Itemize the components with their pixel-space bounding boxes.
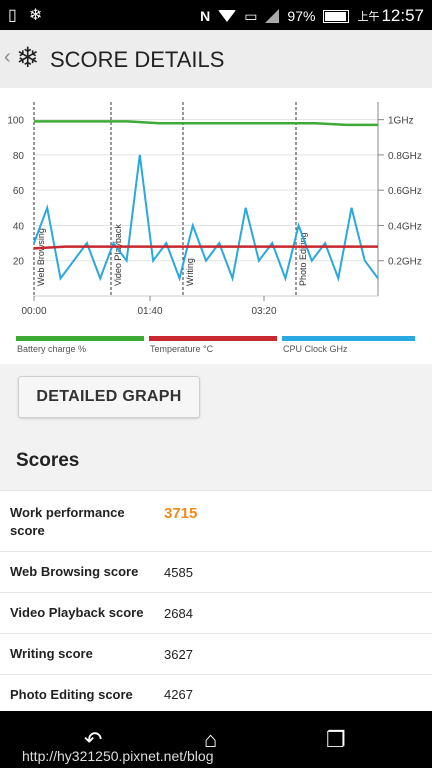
legend-battery-bar bbox=[16, 336, 144, 341]
score-row-work: Work performance score 3715 bbox=[0, 490, 432, 551]
am-pm-label: 上午 bbox=[357, 11, 380, 23]
y-right-tick-label: 1GHz bbox=[388, 116, 414, 127]
y-left-tick-label: 20 bbox=[13, 257, 25, 268]
y-left-tick-label: 60 bbox=[13, 186, 25, 197]
home-icon[interactable]: ⌂ bbox=[204, 727, 218, 752]
watermark-url: http://hy321250.pixnet.net/blog bbox=[22, 748, 214, 764]
section-marker-label: Writing bbox=[185, 258, 195, 286]
section-marker-label: Web Browsing bbox=[36, 228, 46, 286]
legend-cpu-label: CPU Clock GHz bbox=[283, 344, 348, 354]
score-value: 4267 bbox=[164, 687, 193, 702]
score-row-writing: Writing score 3627 bbox=[0, 633, 432, 674]
y-left-tick-label: 80 bbox=[13, 151, 25, 162]
score-label: Writing score bbox=[10, 646, 93, 661]
x-tick-label: 00:00 bbox=[21, 306, 46, 317]
back-icon[interactable]: ↶ bbox=[84, 727, 103, 752]
cpu-clock-series-line bbox=[33, 154, 379, 283]
score-value: 3627 bbox=[164, 647, 193, 662]
chart-card: 100 80 60 40 20 1GHz 0.8GHz 0.6GHz 0.4GHz 0.2GHz 0… bbox=[0, 88, 432, 364]
legend-temperature-bar bbox=[149, 336, 277, 341]
performance-chart[interactable]: 100 80 60 40 20 1GHz 0.8GHz 0.6GHz 0.4GHz 0.2GHz 0… bbox=[0, 88, 432, 328]
snowflake-icon: ❄ bbox=[28, 7, 43, 24]
nfc-icon: N bbox=[200, 8, 211, 24]
score-label: Video Playback score bbox=[10, 605, 144, 620]
snowflake-icon[interactable]: ❄ bbox=[16, 42, 40, 73]
detailed-graph-button[interactable]: DETAILED GRAPH bbox=[18, 376, 200, 418]
page-title: SCORE DETAILS bbox=[50, 47, 225, 72]
score-row-web-browsing: Web Browsing score 4585 bbox=[0, 551, 432, 592]
scores-heading: Scores bbox=[16, 450, 80, 471]
battery-percent: 97% bbox=[287, 8, 316, 24]
legend-battery-label: Battery charge % bbox=[17, 344, 87, 354]
y-left-tick-label: 40 bbox=[13, 221, 25, 232]
x-tick-label: 03:20 bbox=[251, 306, 276, 317]
y-right-tick-label: 0.6GHz bbox=[388, 186, 422, 197]
battery-small-icon: ▭ bbox=[244, 7, 258, 24]
status-bar: ▯ ❄ N ▭ 97% 上午 12:57 bbox=[0, 0, 432, 30]
wifi-icon bbox=[218, 10, 237, 22]
score-row-photo-editing: Photo Editing score 4267 bbox=[0, 674, 432, 712]
back-chevron-icon[interactable]: ‹ bbox=[4, 46, 11, 68]
section-marker-label: Video Playback bbox=[113, 224, 123, 286]
x-tick-label: 01:40 bbox=[137, 306, 162, 317]
score-label: Work performance score bbox=[10, 505, 125, 538]
y-right-tick-label: 0.8GHz bbox=[388, 151, 422, 162]
battery-series-line bbox=[34, 120, 378, 127]
battery-icon bbox=[323, 9, 350, 23]
score-value: 2684 bbox=[164, 606, 193, 621]
score-row-video-playback: Video Playback score 2684 bbox=[0, 592, 432, 633]
score-value: 3715 bbox=[164, 505, 198, 522]
section-marker-label: Photo Editing bbox=[298, 232, 308, 286]
legend-cpu-bar bbox=[282, 336, 415, 341]
clock: 12:57 bbox=[381, 6, 424, 25]
score-label: Photo Editing score bbox=[10, 687, 133, 702]
legend-temperature-label: Temperature °C bbox=[150, 344, 214, 354]
y-right-tick-label: 0.4GHz bbox=[388, 221, 422, 232]
temperature-series-line bbox=[33, 245, 378, 250]
y-left-tick-label: 100 bbox=[7, 116, 24, 127]
score-value: 4585 bbox=[164, 565, 193, 580]
signal-icon bbox=[265, 9, 280, 23]
score-label: Web Browsing score bbox=[10, 564, 139, 579]
app-bar: ‹ ❄ SCORE DETAILS bbox=[0, 30, 432, 89]
navigation-bar: ↶ ⌂ ❐ http://hy321250.pixnet.net/blog bbox=[0, 711, 432, 768]
phone-icon: ▯ bbox=[8, 7, 17, 24]
y-right-tick-label: 0.2GHz bbox=[388, 257, 422, 268]
recents-icon[interactable]: ❐ bbox=[326, 727, 346, 752]
